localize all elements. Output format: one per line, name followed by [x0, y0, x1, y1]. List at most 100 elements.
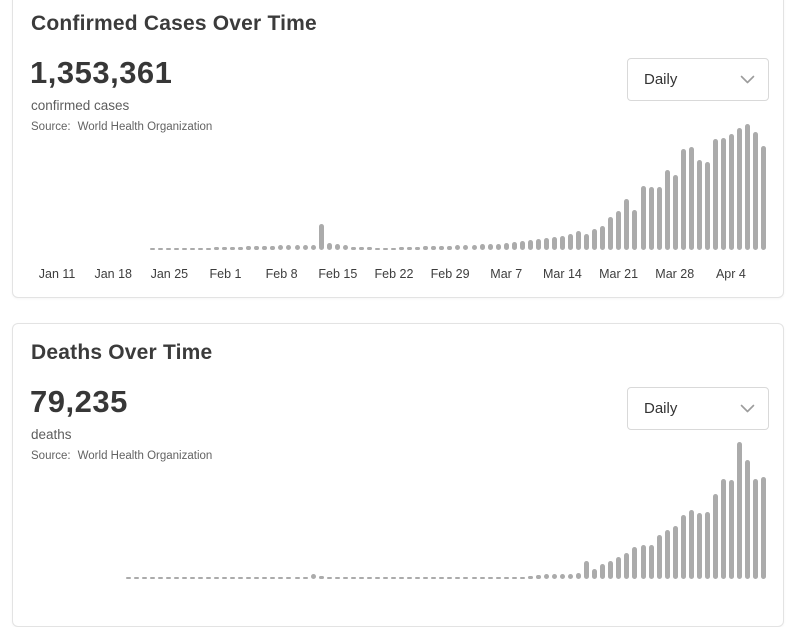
bar	[455, 245, 461, 250]
bar	[616, 210, 622, 250]
x-axis-tick: Feb 15	[318, 267, 358, 281]
bar	[704, 161, 710, 250]
x-axis-tick: Mar 7	[490, 267, 523, 281]
bar	[181, 248, 187, 250]
bar	[568, 573, 574, 579]
bar	[358, 577, 364, 579]
bar	[680, 149, 686, 250]
bar	[286, 577, 292, 579]
bar	[680, 514, 686, 579]
bar	[125, 577, 131, 579]
bar	[334, 577, 340, 579]
x-axis-tick: Feb 8	[265, 267, 298, 281]
bar	[383, 577, 389, 579]
bar	[503, 242, 509, 250]
bar	[640, 545, 646, 579]
metric-label: deaths	[31, 427, 72, 442]
bar	[165, 248, 171, 250]
x-axis-labels: Jan 11 Jan 18 Jan 25 Feb 1 Feb 8 Feb 15 Feb 22…	[37, 267, 767, 283]
bar	[535, 238, 541, 250]
confirmed-cases-bar-chart	[37, 122, 767, 250]
bar	[262, 577, 268, 579]
bar	[753, 479, 759, 579]
bar	[302, 244, 308, 250]
bar	[511, 577, 517, 579]
bar	[487, 243, 493, 250]
bar	[479, 244, 485, 250]
bar	[230, 246, 236, 250]
bar	[254, 577, 260, 579]
bar	[592, 568, 598, 579]
bar	[656, 186, 662, 250]
bar	[696, 512, 702, 579]
bar	[278, 577, 284, 579]
source-name: World Health Organization	[77, 450, 213, 462]
bar	[189, 248, 195, 250]
bar	[761, 477, 767, 579]
bar	[471, 577, 477, 579]
bar	[205, 577, 211, 579]
x-axis-tick: Apr 4	[715, 267, 746, 281]
total-count: 1,353,361	[30, 55, 173, 90]
x-axis-tick: Jan 25	[150, 267, 189, 281]
bar	[576, 231, 582, 250]
bar	[366, 577, 372, 579]
interval-dropdown[interactable]: Daily	[627, 58, 769, 101]
bar	[729, 133, 735, 250]
bar	[487, 577, 493, 579]
bar	[672, 526, 678, 579]
bar	[270, 245, 276, 250]
source-label: Source:	[31, 450, 71, 462]
bar	[463, 244, 469, 250]
bar	[616, 556, 622, 579]
bar	[197, 247, 203, 250]
bar	[527, 575, 533, 579]
bar	[511, 241, 517, 250]
bar	[407, 246, 413, 250]
bar	[173, 248, 179, 250]
bar	[366, 247, 372, 250]
bar	[624, 552, 630, 579]
bar	[729, 480, 735, 579]
bar	[415, 246, 421, 250]
bar	[326, 577, 332, 579]
total-count: 79,235	[30, 384, 128, 419]
bar	[157, 248, 163, 250]
chevron-down-icon	[740, 75, 755, 85]
bar	[632, 209, 638, 250]
x-axis-labels	[37, 596, 767, 612]
interval-dropdown-value: Daily	[644, 400, 678, 417]
bar	[157, 577, 163, 579]
x-axis-tick: Jan 18	[94, 267, 132, 281]
bar	[632, 546, 638, 579]
bar	[527, 239, 533, 250]
x-axis-tick: Feb 22	[374, 267, 414, 281]
bar	[358, 247, 364, 250]
bar	[584, 234, 590, 250]
bar	[592, 229, 598, 250]
bar	[600, 563, 606, 579]
card-title: Confirmed Cases Over Time	[31, 12, 317, 35]
bar	[745, 123, 751, 250]
bar	[712, 494, 718, 579]
interval-dropdown[interactable]: Daily	[627, 387, 769, 430]
bar	[495, 243, 501, 250]
bar	[238, 246, 244, 250]
bar	[568, 234, 574, 250]
bar	[471, 244, 477, 250]
bar	[246, 577, 252, 579]
bar	[745, 459, 751, 579]
bar	[205, 247, 211, 250]
bar	[374, 247, 380, 250]
bar	[374, 577, 380, 579]
bar	[214, 577, 220, 579]
bar	[439, 577, 445, 579]
source-line: Source: World Health Organization	[31, 121, 212, 133]
bar	[576, 573, 582, 579]
bar	[560, 235, 566, 250]
bar	[688, 509, 694, 579]
bar	[383, 247, 389, 250]
x-axis-tick: Feb 1	[209, 267, 242, 281]
bar	[664, 530, 670, 579]
bar	[399, 577, 405, 579]
